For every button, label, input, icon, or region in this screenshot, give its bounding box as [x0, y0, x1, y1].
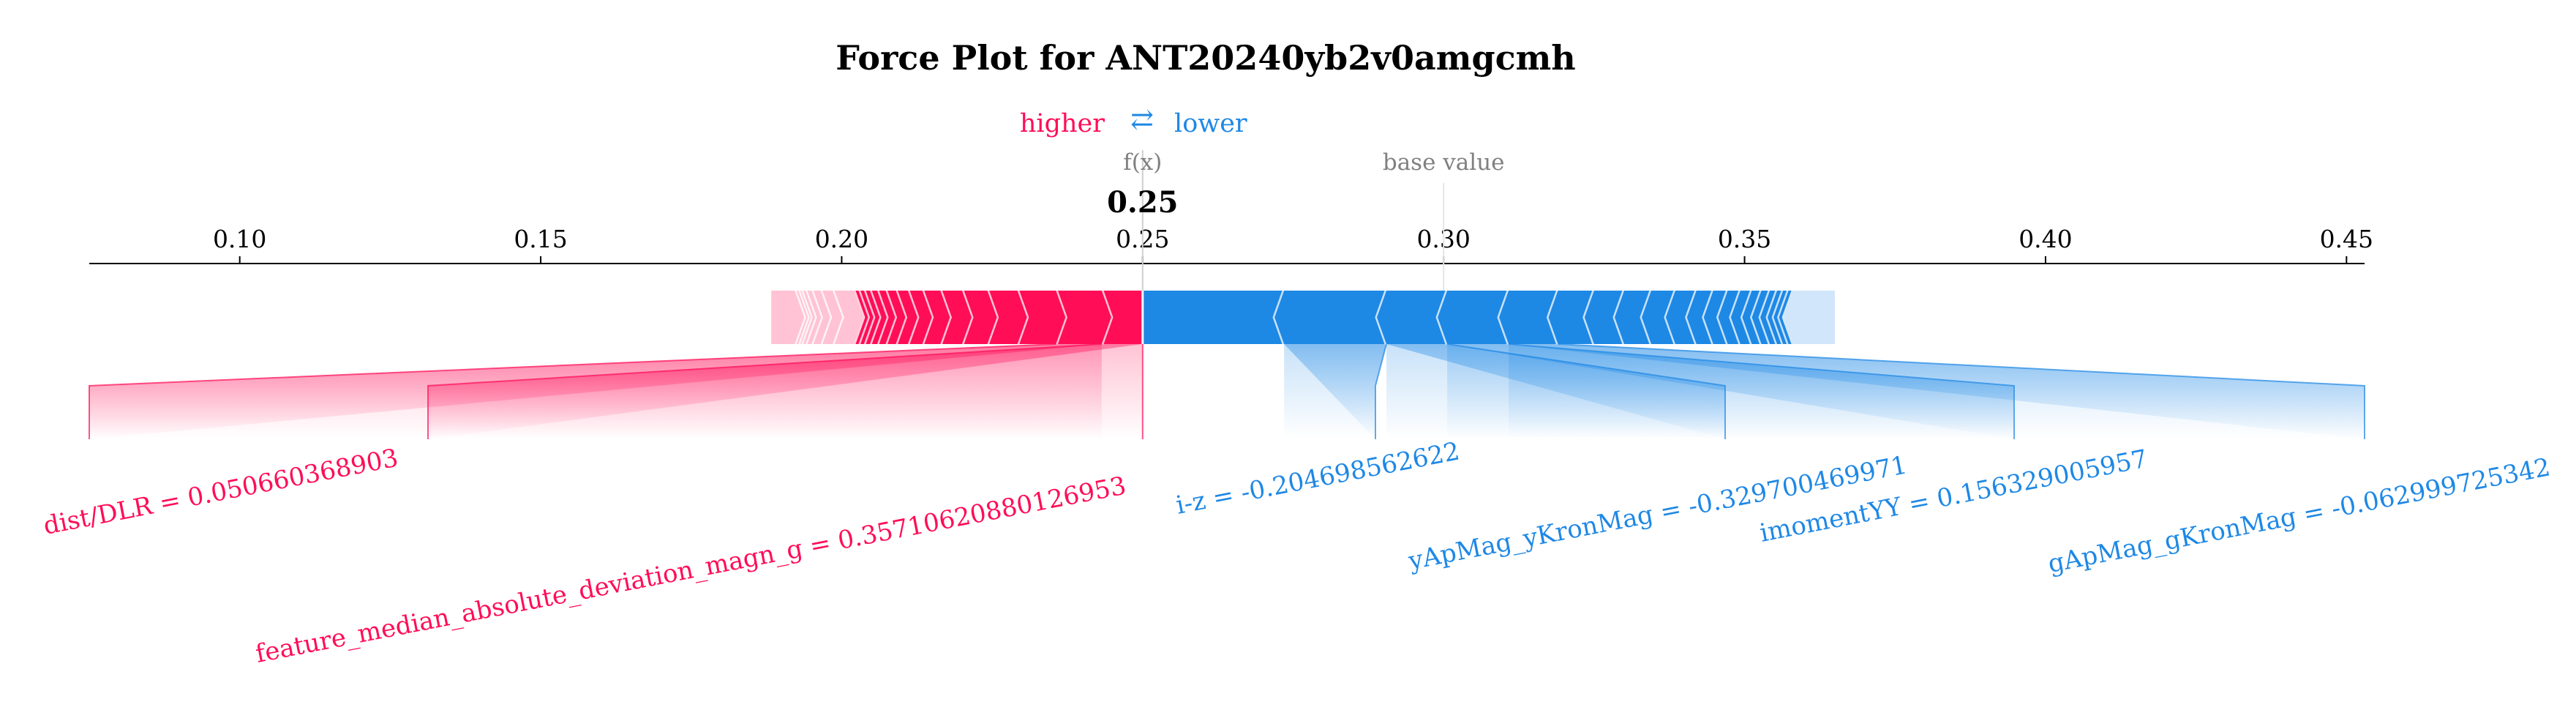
positive-bar-segment: [870, 291, 887, 344]
positive-bar-segment: [1101, 291, 1143, 344]
negative-feature-label: i-z = -0.204698562622: [1174, 436, 1462, 520]
positive-bar-segment: [811, 291, 830, 344]
negative-bar-segment: [1584, 291, 1625, 344]
negative-connector-shade: [1284, 344, 1387, 439]
negative-bar-segment: [1665, 291, 1697, 344]
positive-feature-label: dist/DLR = 0.050660368903: [41, 444, 400, 541]
x-tick-label: 0.40: [2019, 225, 2072, 253]
negative-bar-segment: [1760, 291, 1777, 344]
positive-connector-shade: [428, 344, 1143, 439]
negative-bar-segment: [1751, 291, 1770, 344]
negative-bar-segment: [1142, 291, 1285, 344]
negative-bar-segment: [1548, 291, 1594, 344]
negative-bar-segment: [1615, 291, 1652, 344]
legend-lower: lower: [1174, 109, 1247, 138]
negative-bar-segment: [1274, 291, 1387, 344]
fx-label: f(x): [1123, 149, 1162, 176]
legend: higher ⇄ lower: [1020, 103, 1247, 138]
positive-bar-segment: [987, 291, 1027, 344]
negative-bar-segment: [1767, 291, 1784, 344]
positive-bar-segment: [853, 291, 868, 344]
legend-arrows-icon: ⇄: [1130, 103, 1154, 135]
positive-connector-line: [89, 343, 1056, 439]
negative-bar-segment: [1499, 291, 1558, 344]
base-value-label: base value: [1383, 149, 1505, 176]
positive-bar-segment: [940, 291, 972, 344]
negative-connector-shade: [1509, 344, 2365, 439]
fx-value: 0.25: [1107, 185, 1178, 220]
positive-bar-segment: [922, 291, 950, 344]
positive-bar-segment: [1017, 291, 1066, 344]
chart-title: Force Plot for ANT20240yb2v0amgcmh: [835, 38, 1575, 78]
positive-bar-segment: [806, 291, 822, 344]
negative-bar-segment: [1773, 291, 1789, 344]
x-tick-label: 0.35: [1718, 225, 1771, 253]
negative-bar-segment: [1779, 291, 1794, 344]
positive-bar-segment: [863, 291, 880, 344]
x-tick-label: 0.45: [2320, 225, 2373, 253]
negative-connector-line: [1558, 343, 2365, 439]
positive-bar-segment: [961, 291, 997, 344]
negative-bar-segment: [1784, 291, 1835, 344]
positive-bar-segment: [858, 291, 874, 344]
positive-connector-line: [427, 343, 1102, 439]
negative-connector-line: [1375, 343, 1387, 439]
positive-bar-segment: [1056, 291, 1111, 344]
x-tick-label: 0.20: [815, 225, 868, 253]
x-tick-label: 0.15: [514, 225, 567, 253]
negative-bar-segment: [1438, 291, 1509, 344]
positive-bar-segment: [833, 291, 863, 344]
positive-feature-label: feature_median_absolute_deviation_magn_g…: [253, 471, 1128, 669]
x-tick-label: 0.10: [213, 225, 266, 253]
negative-bar-segment: [1377, 291, 1448, 344]
positive-bar-segment: [876, 291, 895, 344]
negative-bar-segment: [1642, 291, 1675, 344]
positive-bar-segment: [771, 291, 805, 344]
legend-higher: higher: [1020, 109, 1105, 138]
